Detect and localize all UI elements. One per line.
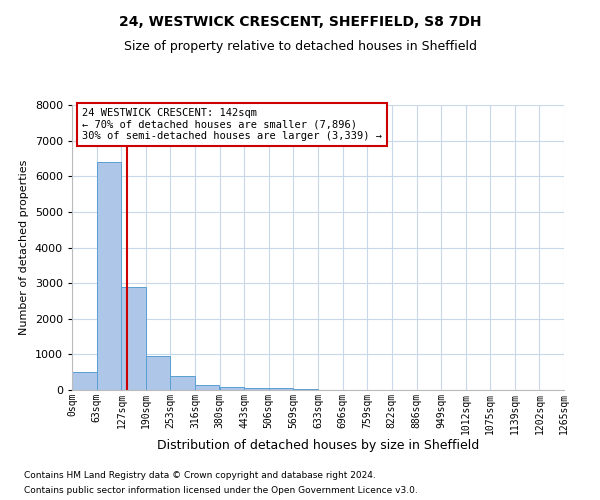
Text: 24, WESTWICK CRESCENT, SHEFFIELD, S8 7DH: 24, WESTWICK CRESCENT, SHEFFIELD, S8 7DH: [119, 15, 481, 29]
Text: Size of property relative to detached houses in Sheffield: Size of property relative to detached ho…: [124, 40, 476, 53]
Text: Contains HM Land Registry data © Crown copyright and database right 2024.: Contains HM Land Registry data © Crown c…: [24, 471, 376, 480]
Bar: [97, 162, 121, 390]
Bar: [269, 388, 293, 390]
Y-axis label: Number of detached properties: Number of detached properties: [19, 160, 29, 335]
Bar: [72, 372, 97, 390]
Bar: [220, 387, 244, 390]
Text: 24 WESTWICK CRESCENT: 142sqm
← 70% of detached houses are smaller (7,896)
30% of: 24 WESTWICK CRESCENT: 142sqm ← 70% of de…: [82, 108, 382, 141]
Bar: [146, 356, 170, 390]
Bar: [293, 389, 318, 390]
Bar: [244, 388, 269, 390]
X-axis label: Distribution of detached houses by size in Sheffield: Distribution of detached houses by size …: [157, 440, 479, 452]
Text: Contains public sector information licensed under the Open Government Licence v3: Contains public sector information licen…: [24, 486, 418, 495]
Bar: [170, 376, 195, 390]
Bar: [121, 286, 146, 390]
Bar: [195, 384, 220, 390]
